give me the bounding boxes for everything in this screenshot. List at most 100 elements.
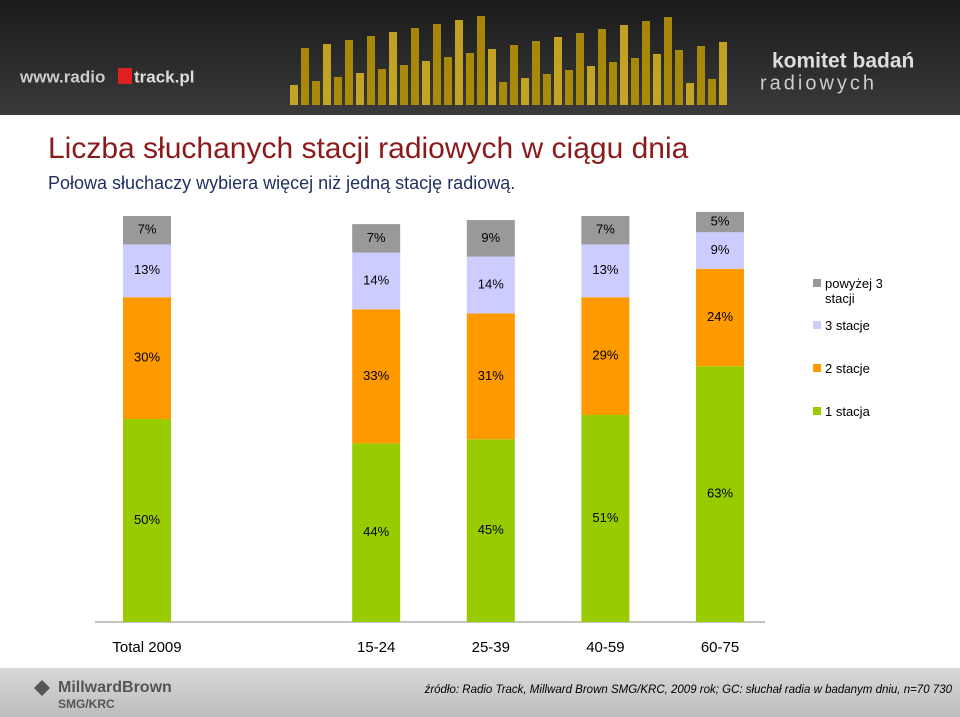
equalizer-bar	[521, 78, 529, 105]
equalizer-bar	[620, 25, 628, 105]
data-label: 13%	[592, 262, 618, 277]
data-label: 44%	[363, 524, 389, 539]
equalizer-bar	[686, 83, 694, 105]
legend-label: 3 stacje	[825, 318, 870, 333]
data-label: 29%	[592, 348, 618, 363]
bar-segment	[123, 244, 171, 298]
equalizer-bar	[411, 28, 419, 105]
equalizer-bar	[631, 58, 639, 105]
equalizer-bar	[697, 46, 705, 105]
legend-swatch	[813, 279, 821, 287]
bar-segment	[466, 220, 515, 257]
bar-segment	[352, 309, 401, 444]
chart-subtitle: Połowa słuchaczy wybiera więcej niż jedn…	[48, 173, 515, 193]
legend-swatch	[813, 364, 821, 372]
equalizer-bar	[708, 79, 716, 105]
equalizer-bar	[477, 16, 485, 105]
x-tick-label: 40-59	[586, 639, 624, 656]
legend-item: 3 stacje	[813, 318, 903, 333]
data-label: 7%	[138, 222, 157, 237]
equalizer-bar	[455, 20, 463, 105]
equalizer-bar	[290, 85, 298, 105]
bar-segment	[466, 256, 515, 314]
bar-segment	[696, 232, 744, 269]
equalizer-bar	[587, 66, 595, 105]
legend-swatch	[813, 407, 821, 415]
footer-logo: SMG/KRC	[58, 697, 115, 711]
data-label: 45%	[478, 522, 504, 537]
data-label: 51%	[592, 510, 618, 525]
data-label: 7%	[596, 222, 615, 237]
equalizer-bar	[543, 74, 551, 105]
bar-segment	[123, 216, 171, 245]
equalizer-bar	[378, 69, 386, 105]
footer-band	[0, 668, 960, 717]
equalizer-bar	[609, 62, 617, 105]
x-tick-label: 15-24	[357, 639, 395, 656]
equalizer-bar	[356, 73, 364, 105]
logo-square	[118, 68, 132, 84]
equalizer-bar	[565, 70, 573, 105]
data-label: 13%	[134, 262, 160, 277]
bar-segment	[352, 443, 401, 622]
brand-logo: radiowych	[760, 72, 877, 94]
legend-item: powyżej 3 stacji	[813, 276, 903, 306]
data-label: 24%	[707, 309, 733, 324]
bar-segment	[581, 216, 630, 245]
equalizer-bar	[345, 40, 353, 105]
data-label: 9%	[711, 242, 730, 257]
x-tick-label: Total 2009	[112, 639, 181, 656]
data-label: 14%	[363, 272, 389, 287]
source-note: źródło: Radio Track, Millward Brown SMG/…	[424, 684, 953, 696]
footer-logo: MillwardBrown	[58, 679, 172, 696]
equalizer	[290, 16, 727, 105]
bar-segment	[696, 211, 744, 233]
equalizer-bar	[433, 24, 441, 105]
x-tick-label: 25-39	[472, 639, 510, 656]
equalizer-bar	[642, 21, 650, 105]
bar-segment	[466, 313, 515, 440]
chart-title: Liczba słuchanych stacji radiowych w cią…	[48, 132, 689, 165]
data-label: 63%	[707, 486, 733, 501]
site-logo: www.radio	[19, 67, 105, 86]
bar-segment	[696, 268, 744, 367]
equalizer-bar	[312, 81, 320, 105]
equalizer-bar	[653, 54, 661, 105]
data-label: 9%	[481, 230, 500, 245]
bar-segment	[123, 297, 171, 419]
equalizer-bar	[719, 42, 727, 105]
data-label: 31%	[478, 368, 504, 383]
equalizer-bar	[444, 57, 452, 105]
bar-segment	[581, 244, 630, 298]
bar-segment	[581, 414, 630, 622]
legend-item: 1 stacja	[813, 404, 903, 419]
equalizer-bar	[510, 45, 518, 105]
legend-item: 2 stacje	[813, 361, 903, 376]
equalizer-bar	[532, 41, 540, 105]
equalizer-bar	[323, 44, 331, 105]
equalizer-bar	[334, 77, 342, 105]
bar-segment	[123, 419, 171, 622]
data-label: 5%	[711, 214, 730, 229]
equalizer-bar	[422, 61, 430, 105]
equalizer-bar	[488, 49, 496, 105]
bar-segment	[352, 224, 401, 253]
footer-icon	[34, 680, 50, 696]
equalizer-bar	[675, 50, 683, 105]
equalizer-bar	[400, 65, 408, 105]
bar-segment	[581, 297, 630, 415]
legend-label: 2 stacje	[825, 361, 870, 376]
equalizer-bar	[499, 82, 507, 105]
data-label: 50%	[134, 512, 160, 527]
legend-label: 1 stacja	[825, 404, 870, 419]
equalizer-bar	[664, 17, 672, 105]
equalizer-bar	[554, 37, 562, 105]
equalizer-bar	[466, 53, 474, 105]
legend: powyżej 3 stacji 3 stacje 2 stacje 1 stacja	[813, 276, 903, 419]
data-label: 30%	[134, 350, 160, 365]
equalizer-bar	[389, 32, 397, 105]
legend-swatch	[813, 321, 821, 329]
legend-label: powyżej 3 stacji	[825, 276, 883, 306]
